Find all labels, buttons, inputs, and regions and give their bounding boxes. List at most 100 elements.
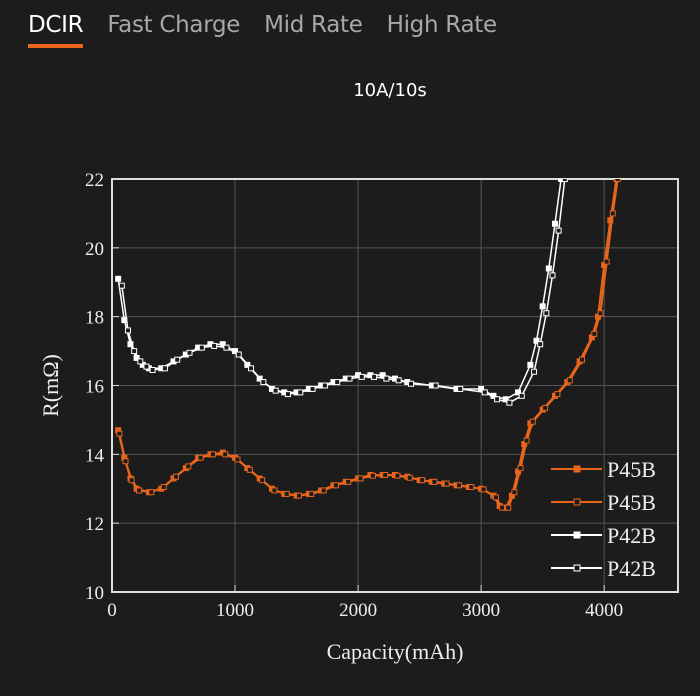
data-point bbox=[457, 385, 464, 392]
data-point bbox=[332, 482, 339, 489]
data-point bbox=[137, 358, 144, 365]
data-point bbox=[395, 377, 402, 384]
data-point bbox=[149, 367, 156, 374]
series-p45b-open bbox=[116, 179, 621, 511]
data-point bbox=[248, 365, 255, 372]
data-point bbox=[432, 382, 439, 389]
data-point bbox=[115, 275, 122, 282]
data-point bbox=[284, 391, 291, 398]
data-point bbox=[545, 265, 552, 272]
data-point bbox=[468, 484, 475, 491]
data-point bbox=[357, 475, 364, 482]
x-tick-label: 4000 bbox=[585, 600, 623, 621]
chart-subtitle: 10A/10s bbox=[353, 80, 427, 101]
y-tick-label: 18 bbox=[85, 308, 104, 329]
legend-marker bbox=[573, 465, 581, 473]
data-point bbox=[515, 389, 522, 396]
data-point bbox=[127, 341, 134, 348]
legend-label: P42B bbox=[607, 556, 656, 581]
data-point bbox=[531, 368, 538, 375]
data-point bbox=[160, 484, 167, 491]
data-point bbox=[407, 380, 414, 387]
data-point bbox=[609, 210, 616, 217]
data-point bbox=[309, 385, 316, 392]
data-point bbox=[131, 348, 138, 355]
data-point bbox=[234, 456, 241, 463]
series-line bbox=[121, 179, 566, 404]
data-point bbox=[511, 489, 518, 496]
data-point bbox=[517, 465, 524, 472]
legend-marker bbox=[573, 564, 581, 572]
data-point bbox=[481, 389, 488, 396]
data-point bbox=[283, 490, 290, 497]
tab-fast-charge[interactable]: Fast Charge bbox=[107, 12, 241, 38]
tab-high-rate[interactable]: High Rate bbox=[386, 12, 498, 38]
data-point bbox=[591, 330, 598, 337]
data-point bbox=[271, 487, 278, 494]
data-point bbox=[566, 377, 573, 384]
data-point bbox=[246, 466, 253, 473]
data-point bbox=[555, 227, 562, 234]
data-point bbox=[382, 471, 389, 478]
data-point bbox=[529, 418, 536, 425]
tab-dcir[interactable]: DCIR bbox=[28, 12, 84, 48]
data-point bbox=[235, 351, 242, 358]
data-point bbox=[172, 473, 179, 480]
data-point bbox=[296, 492, 303, 499]
data-point bbox=[308, 490, 315, 497]
data-point bbox=[143, 363, 150, 370]
y-tick-label: 12 bbox=[85, 514, 104, 535]
data-point bbox=[554, 391, 561, 398]
data-point bbox=[122, 458, 129, 465]
data-point bbox=[161, 365, 168, 372]
series-p42b-filled bbox=[115, 179, 565, 403]
y-tick-label: 10 bbox=[85, 583, 104, 604]
data-point bbox=[259, 477, 266, 484]
data-point bbox=[369, 472, 376, 479]
legend-label: P42B bbox=[607, 523, 656, 548]
data-point bbox=[455, 482, 462, 489]
data-point bbox=[518, 392, 525, 399]
data-point bbox=[223, 344, 230, 351]
tab-mid-rate[interactable]: Mid Rate bbox=[264, 12, 363, 38]
data-point bbox=[537, 341, 544, 348]
data-point bbox=[561, 179, 568, 182]
x-tick-label: 0 bbox=[107, 600, 117, 621]
data-point bbox=[297, 389, 304, 396]
data-point bbox=[116, 430, 123, 437]
data-point bbox=[321, 382, 328, 389]
data-point bbox=[209, 451, 216, 458]
data-point bbox=[527, 361, 534, 368]
x-axis-label: Capacity(mAh) bbox=[327, 639, 464, 664]
data-point bbox=[492, 494, 499, 501]
y-tick-label: 14 bbox=[85, 445, 105, 466]
data-point bbox=[136, 487, 143, 494]
data-point bbox=[174, 356, 181, 363]
y-axis-label: R(mΩ) bbox=[38, 354, 63, 417]
data-point bbox=[506, 399, 513, 406]
data-point bbox=[603, 258, 610, 265]
data-point bbox=[211, 342, 218, 349]
data-point bbox=[185, 463, 192, 470]
data-point bbox=[419, 477, 426, 484]
series-line bbox=[117, 179, 562, 401]
data-point bbox=[124, 327, 131, 334]
data-point bbox=[358, 373, 365, 380]
tab-bar: DCIR Fast Charge Mid Rate High Rate bbox=[28, 12, 497, 48]
y-tick-label: 16 bbox=[85, 377, 104, 398]
data-point bbox=[272, 387, 279, 394]
data-point bbox=[551, 220, 558, 227]
data-point bbox=[542, 404, 549, 411]
data-point bbox=[533, 337, 540, 344]
data-point bbox=[118, 282, 125, 289]
x-tick-label: 1000 bbox=[216, 600, 254, 621]
data-point bbox=[371, 373, 378, 380]
y-tick-label: 20 bbox=[85, 239, 104, 260]
series-p42b-open bbox=[118, 179, 568, 406]
data-point bbox=[505, 504, 512, 511]
data-point bbox=[198, 344, 205, 351]
data-point bbox=[443, 480, 450, 487]
data-point bbox=[186, 349, 193, 356]
data-point bbox=[543, 310, 550, 317]
